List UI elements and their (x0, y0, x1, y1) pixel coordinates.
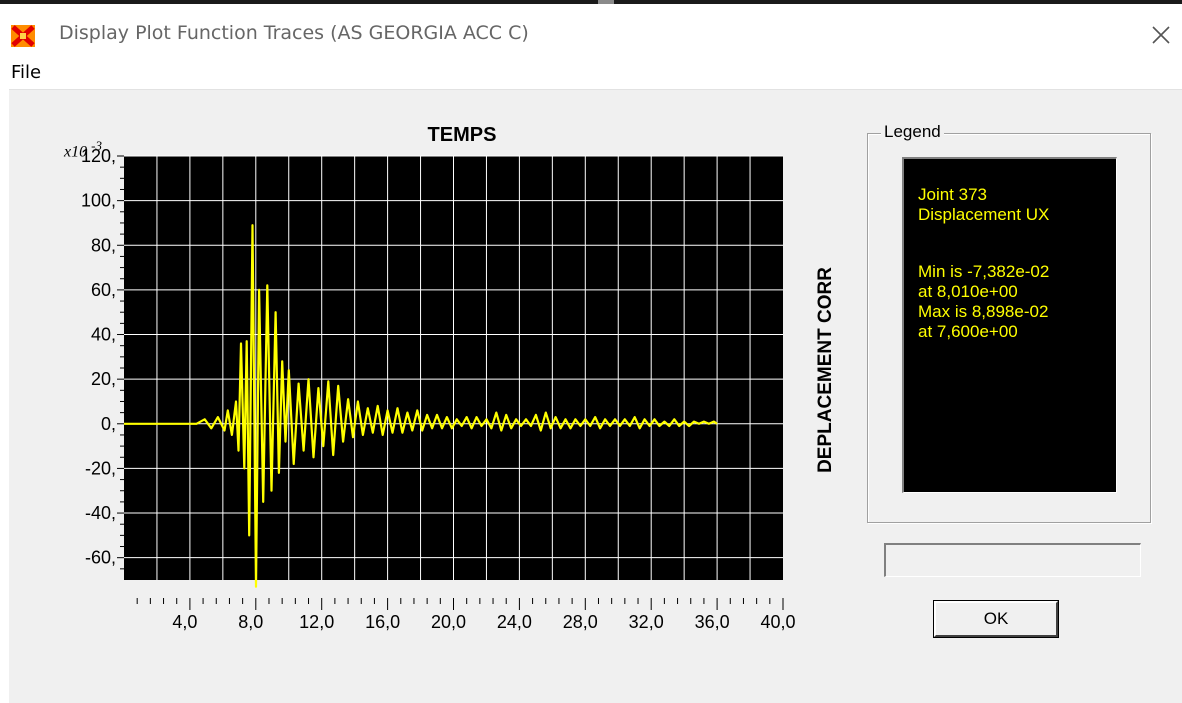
y-axis-multiplier: x10 -3 (64, 138, 102, 161)
legend-line: at 8,010e+00 (918, 282, 1018, 301)
y-tick-label: -20, (85, 458, 116, 478)
y-multiplier-base: x10 (64, 143, 88, 161)
legend-line: Min is -7,382e-02 (918, 262, 1050, 281)
x-tick-label: 36,0 (695, 612, 730, 632)
legend-line: at 7,600e+00 (918, 322, 1018, 341)
x-tick-label: 32,0 (629, 612, 664, 632)
legend-line: Displacement UX (918, 205, 1050, 224)
y-tick-label: 120, (81, 146, 116, 166)
y-tick-label: 40, (91, 325, 116, 345)
screen-top-edge (0, 0, 1182, 4)
x-tick-label: 40,0 (760, 612, 795, 632)
x-tick-label: 8,0 (238, 612, 263, 632)
series-line (124, 224, 718, 588)
menu-file[interactable]: File (11, 62, 42, 83)
x-tick-label: 12,0 (299, 612, 334, 632)
y-tick-label: 0, (101, 414, 116, 434)
screen-top-nub (598, 0, 614, 4)
status-field (884, 543, 1141, 577)
y-axis-label-wrap: DEPLACEMENT CORR (813, 248, 839, 492)
y-multiplier-exponent: -3 (91, 138, 102, 153)
x-tick-label: 4,0 (172, 612, 197, 632)
ok-button[interactable]: OK (934, 601, 1058, 637)
legend-caption: Legend (881, 122, 944, 142)
y-tick-label: 60, (91, 280, 116, 300)
y-tick-label: -60, (85, 548, 116, 568)
y-axis-label: DEPLACEMENT CORR (815, 267, 836, 473)
y-tick-label: 100, (81, 191, 116, 211)
x-tick-label: 20,0 (431, 612, 466, 632)
close-icon[interactable] (1146, 20, 1176, 50)
title-bar[interactable]: Display Plot Function Traces (AS GEORGIA… (0, 4, 1182, 58)
y-tick-label: -40, (85, 503, 116, 523)
y-tick-label: 20, (91, 369, 116, 389)
x-tick-label: 24,0 (497, 612, 532, 632)
x-tick-label: 28,0 (563, 612, 598, 632)
chart-title: TEMPS (427, 124, 497, 146)
legend-line: Joint 373 (918, 185, 987, 204)
legend-box: Joint 373 Displacement UX Min is -7,382e… (902, 157, 1117, 493)
app-icon (11, 25, 35, 47)
legend-group (867, 133, 1151, 523)
y-tick-label: 80, (91, 235, 116, 255)
window-title: Display Plot Function Traces (AS GEORGIA… (59, 22, 529, 44)
menu-bar: File (0, 58, 1182, 88)
x-tick-label: 16,0 (365, 612, 400, 632)
legend-line: Max is 8,898e-02 (918, 302, 1049, 321)
